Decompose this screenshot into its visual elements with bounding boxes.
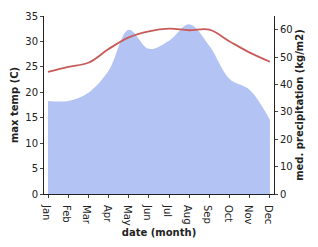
svg-text:med. precipitation (kg/m2): med. precipitation (kg/m2) xyxy=(294,29,305,181)
svg-text:Jan: Jan xyxy=(41,204,52,220)
svg-text:Feb: Feb xyxy=(61,205,72,223)
svg-text:40: 40 xyxy=(280,79,293,90)
svg-text:20: 20 xyxy=(25,87,38,98)
svg-text:Jun: Jun xyxy=(142,204,153,221)
svg-text:max temp (C): max temp (C) xyxy=(9,67,20,143)
svg-text:0: 0 xyxy=(280,189,286,200)
svg-text:30: 30 xyxy=(25,36,38,47)
svg-text:Jul: Jul xyxy=(162,204,173,217)
svg-text:Mar: Mar xyxy=(81,205,92,225)
svg-text:5: 5 xyxy=(32,163,38,174)
svg-text:10: 10 xyxy=(25,138,38,149)
svg-text:20: 20 xyxy=(280,134,293,145)
svg-text:Aug: Aug xyxy=(182,205,193,225)
svg-text:Sep: Sep xyxy=(202,205,213,224)
svg-text:15: 15 xyxy=(25,112,38,123)
svg-text:30: 30 xyxy=(280,106,293,117)
svg-text:Nov: Nov xyxy=(243,205,254,225)
svg-text:May: May xyxy=(122,205,133,226)
svg-text:Apr: Apr xyxy=(102,205,113,223)
svg-text:Oct: Oct xyxy=(223,205,234,222)
svg-text:Dec: Dec xyxy=(263,205,274,224)
svg-text:date (month): date (month) xyxy=(122,227,196,238)
svg-text:60: 60 xyxy=(280,24,293,35)
svg-text:50: 50 xyxy=(280,52,293,63)
svg-text:10: 10 xyxy=(280,161,293,172)
svg-text:0: 0 xyxy=(32,189,38,200)
svg-text:35: 35 xyxy=(25,11,38,22)
svg-text:25: 25 xyxy=(25,61,38,72)
